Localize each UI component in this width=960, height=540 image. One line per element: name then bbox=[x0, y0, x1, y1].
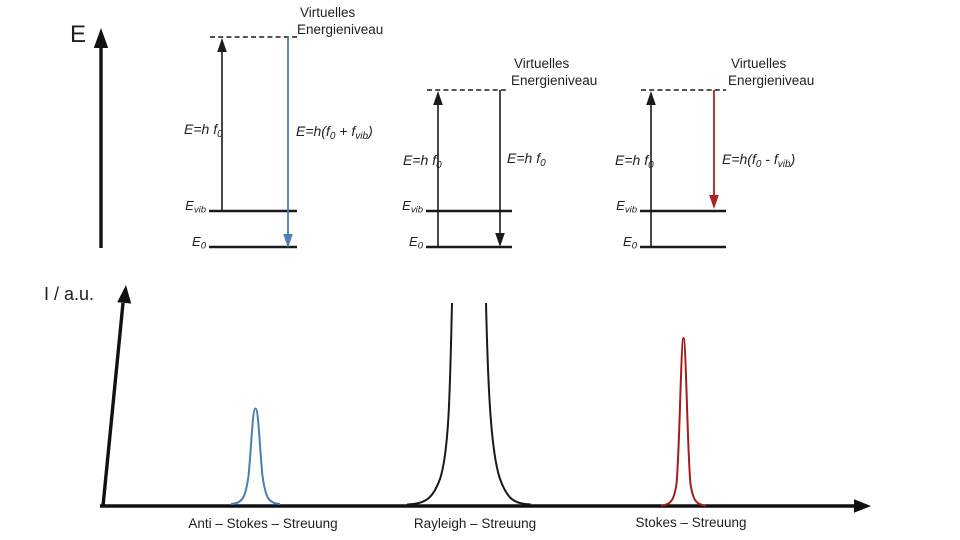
virtual-level-label-line2: Energieniveau bbox=[728, 73, 814, 88]
stokes-peak bbox=[660, 336, 707, 507]
e0-level-label: E0 bbox=[409, 234, 424, 252]
excitation-arrowhead-icon bbox=[217, 38, 227, 52]
level-diagram-rayleigh: Virtuelles Energieniveau E=h f0 E=h f0 E… bbox=[402, 56, 597, 252]
virtual-level-label-line1: Virtuelles bbox=[731, 56, 787, 71]
intensity-axis-arrowhead-icon bbox=[117, 285, 132, 304]
evib-level-label: Evib bbox=[402, 198, 423, 216]
energy-axis-arrowhead-icon bbox=[93, 28, 109, 48]
rayleigh-axis-label: Rayleigh – Streuung bbox=[414, 516, 536, 531]
virtual-level-label-line1: Virtuelles bbox=[300, 5, 356, 20]
emission-energy-label: E=h(f0 - fvib) bbox=[722, 151, 795, 170]
x-axis-arrowhead-icon bbox=[854, 499, 871, 513]
evib-level-label: Evib bbox=[616, 198, 637, 216]
anti-stokes-axis-label: Anti – Stokes – Streuung bbox=[188, 516, 337, 531]
energy-axis: E bbox=[70, 21, 109, 248]
emission-arrowhead-icon bbox=[495, 233, 505, 247]
excitation-energy-label: E=h f0 bbox=[403, 152, 442, 171]
energy-axis-label: E bbox=[70, 21, 86, 48]
emission-arrowhead-icon bbox=[283, 234, 293, 248]
emission-energy-label: E=h(f0 + fvib) bbox=[296, 123, 373, 142]
emission-energy-label: E=h f0 bbox=[507, 150, 546, 169]
e0-level-label: E0 bbox=[623, 234, 638, 252]
level-diagram-stokes: Virtuelles Energieniveau E=h f0 E=h(f0 -… bbox=[615, 56, 814, 252]
stokes-axis-label: Stokes – Streuung bbox=[635, 515, 746, 530]
intensity-axis-label: I / a.u. bbox=[44, 284, 94, 304]
excitation-energy-label: E=h f0 bbox=[184, 121, 223, 140]
virtual-level-label-line2: Energieniveau bbox=[297, 22, 383, 37]
virtual-level-label-line2: Energieniveau bbox=[511, 73, 597, 88]
level-diagram-anti-stokes: Virtuelles Energieniveau E=h f0 E=h(f0 +… bbox=[184, 5, 383, 252]
excitation-arrowhead-icon bbox=[646, 91, 656, 105]
excitation-energy-label: E=h f0 bbox=[615, 152, 654, 171]
e0-level-label: E0 bbox=[192, 234, 207, 252]
anti-stokes-peak bbox=[230, 407, 281, 505]
emission-arrowhead-icon bbox=[709, 195, 719, 209]
rayleigh-peak bbox=[406, 303, 532, 506]
virtual-level-label-line1: Virtuelles bbox=[514, 56, 570, 71]
intensity-axis-line bbox=[101, 302, 125, 507]
excitation-arrowhead-icon bbox=[433, 91, 443, 105]
evib-level-label: Evib bbox=[185, 198, 206, 216]
intensity-spectrum: I / a.u. Anti – Stokes – Streuung Raylei… bbox=[44, 284, 871, 531]
